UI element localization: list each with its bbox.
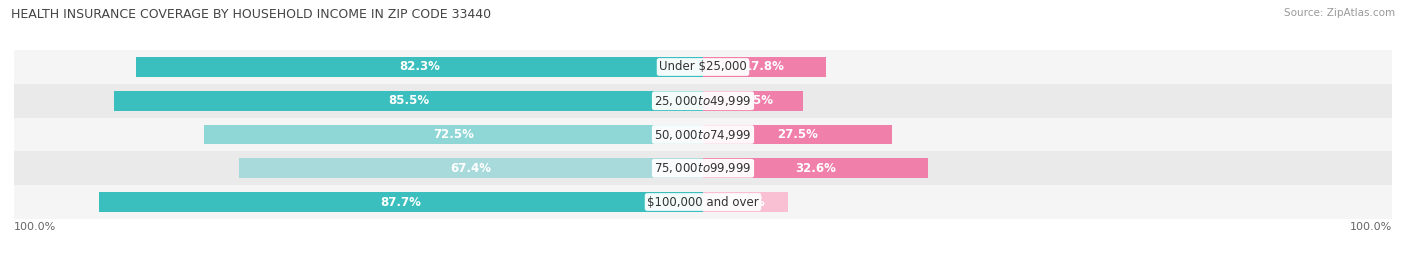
Text: 82.3%: 82.3% xyxy=(399,61,440,73)
Text: $50,000 to $74,999: $50,000 to $74,999 xyxy=(654,128,752,141)
Text: Under $25,000: Under $25,000 xyxy=(659,61,747,73)
Text: HEALTH INSURANCE COVERAGE BY HOUSEHOLD INCOME IN ZIP CODE 33440: HEALTH INSURANCE COVERAGE BY HOUSEHOLD I… xyxy=(11,8,491,21)
Text: 67.4%: 67.4% xyxy=(450,162,491,175)
Bar xyxy=(703,158,928,178)
Bar xyxy=(114,91,703,111)
Bar xyxy=(204,125,703,144)
Bar xyxy=(136,57,703,77)
Bar xyxy=(703,192,787,212)
Text: 72.5%: 72.5% xyxy=(433,128,474,141)
Bar xyxy=(703,57,825,77)
Text: 87.7%: 87.7% xyxy=(381,196,422,208)
Text: $25,000 to $49,999: $25,000 to $49,999 xyxy=(654,94,752,108)
Text: 14.5%: 14.5% xyxy=(733,94,773,107)
Text: 12.3%: 12.3% xyxy=(725,196,766,208)
Text: Source: ZipAtlas.com: Source: ZipAtlas.com xyxy=(1284,8,1395,18)
Text: $100,000 and over: $100,000 and over xyxy=(647,196,759,208)
Bar xyxy=(239,158,703,178)
Bar xyxy=(14,50,1392,84)
Bar xyxy=(703,125,893,144)
Bar xyxy=(14,151,1392,185)
Text: 85.5%: 85.5% xyxy=(388,94,429,107)
Bar xyxy=(14,84,1392,118)
Bar xyxy=(14,118,1392,151)
Text: 17.8%: 17.8% xyxy=(744,61,785,73)
Bar xyxy=(14,185,1392,219)
Text: 100.0%: 100.0% xyxy=(14,222,56,232)
Text: 32.6%: 32.6% xyxy=(794,162,835,175)
Bar xyxy=(98,192,703,212)
Text: $75,000 to $99,999: $75,000 to $99,999 xyxy=(654,161,752,175)
Bar xyxy=(703,91,803,111)
Text: 100.0%: 100.0% xyxy=(1350,222,1392,232)
Text: 27.5%: 27.5% xyxy=(778,128,818,141)
